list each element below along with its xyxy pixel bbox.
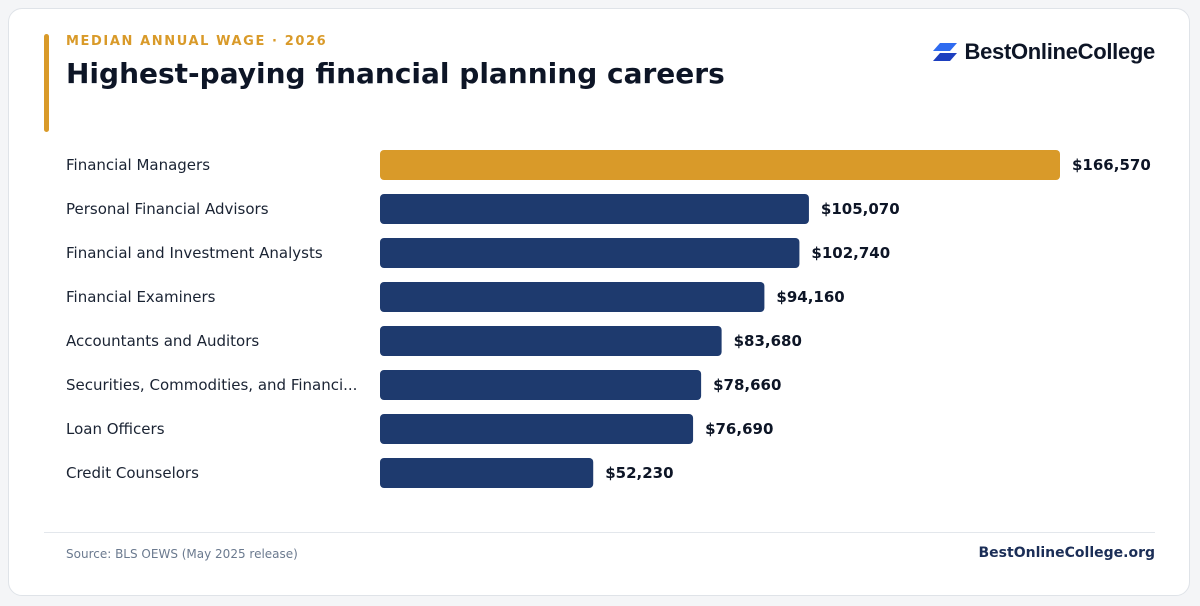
bar[interactable] bbox=[380, 370, 702, 400]
category-label: Accountants and Auditors bbox=[66, 332, 259, 350]
bar[interactable] bbox=[380, 414, 694, 444]
bar[interactable] bbox=[380, 194, 809, 224]
category-label: Financial and Investment Analysts bbox=[66, 244, 323, 262]
value-label: $76,690 bbox=[705, 420, 773, 438]
bar[interactable] bbox=[380, 458, 594, 488]
value-label: $102,740 bbox=[811, 244, 890, 262]
category-label: Loan Officers bbox=[66, 420, 165, 438]
source-note: Source: BLS OEWS (May 2025 release) bbox=[66, 547, 298, 561]
category-label: Financial Managers bbox=[66, 156, 210, 174]
category-label: Credit Counselors bbox=[66, 464, 199, 482]
value-label: $83,680 bbox=[734, 332, 802, 350]
stacked-parallelogram-logo-icon bbox=[932, 43, 957, 61]
value-label: $105,070 bbox=[821, 200, 900, 218]
category-label: Personal Financial Advisors bbox=[66, 200, 269, 218]
brand-name: BestOnlineCollege bbox=[964, 39, 1156, 64]
eyebrow-label: MEDIAN ANNUAL WAGE · 2026 bbox=[66, 34, 328, 49]
footer-divider bbox=[44, 532, 1155, 533]
chart-title: Highest-paying financial planning career… bbox=[66, 57, 725, 90]
bar[interactable] bbox=[380, 238, 800, 268]
brand-logo[interactable]: BestOnlineCollege bbox=[932, 39, 1156, 65]
site-link[interactable]: BestOnlineCollege.org bbox=[978, 545, 1155, 561]
accent-rule bbox=[44, 34, 49, 132]
bar[interactable] bbox=[380, 282, 765, 312]
value-label: $78,660 bbox=[713, 376, 781, 394]
value-label: $52,230 bbox=[605, 464, 673, 482]
bar[interactable] bbox=[380, 326, 722, 356]
bar[interactable] bbox=[380, 150, 1060, 180]
value-label: $94,160 bbox=[776, 288, 844, 306]
category-label: Financial Examiners bbox=[66, 288, 216, 306]
value-label: $166,570 bbox=[1072, 156, 1151, 174]
category-label: Securities, Commodities, and Financi... bbox=[66, 376, 357, 394]
